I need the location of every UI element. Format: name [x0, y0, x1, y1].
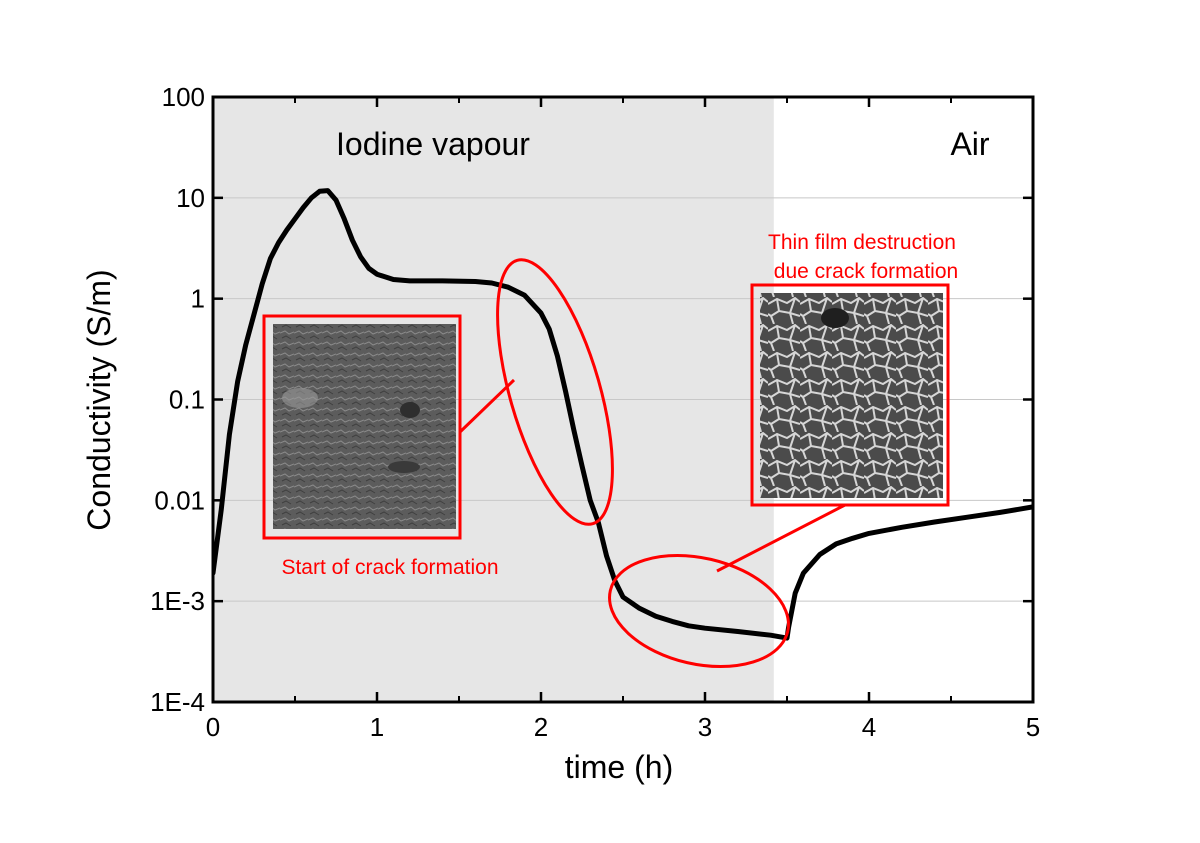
y-tick-label: 100 [162, 82, 205, 112]
y-tick-label: 1E-3 [150, 586, 205, 616]
ellipse-film-destruction [608, 553, 790, 669]
x-tick-label: 0 [206, 712, 220, 742]
x-tick-label: 4 [862, 712, 876, 742]
y-tick-label: 1E-4 [150, 687, 205, 717]
ellipse-start-of-crack [496, 258, 614, 526]
sem-inset-start [262, 314, 462, 540]
region-label-iodine-vapour: Iodine vapour [336, 126, 530, 162]
conductivity-series-line [213, 188, 1033, 641]
annotation-film-destruction-line1: Thin film destruction [768, 231, 956, 254]
connector-start [458, 378, 516, 434]
x-tick-label: 5 [1026, 712, 1040, 742]
sem-inset-destruction [750, 283, 950, 507]
x-tick-label: 3 [698, 712, 712, 742]
y-tick-label: 1 [191, 284, 205, 314]
x-tick-label: 2 [534, 712, 548, 742]
annotation-film-destruction-line2: due crack formation [774, 260, 958, 283]
y-tick-label: 0.1 [169, 385, 205, 415]
y-axis-title: Conductivity (S/m) [81, 269, 117, 530]
y-tick-label: 0.01 [154, 485, 205, 515]
region-label-air: Air [950, 126, 989, 162]
annotation-start-of-crack: Start of crack formation [281, 556, 498, 579]
connector-destruction [716, 503, 846, 573]
x-tick-label: 1 [370, 712, 384, 742]
y-tick-label: 10 [176, 183, 205, 213]
x-axis-title: time (h) [565, 749, 673, 785]
